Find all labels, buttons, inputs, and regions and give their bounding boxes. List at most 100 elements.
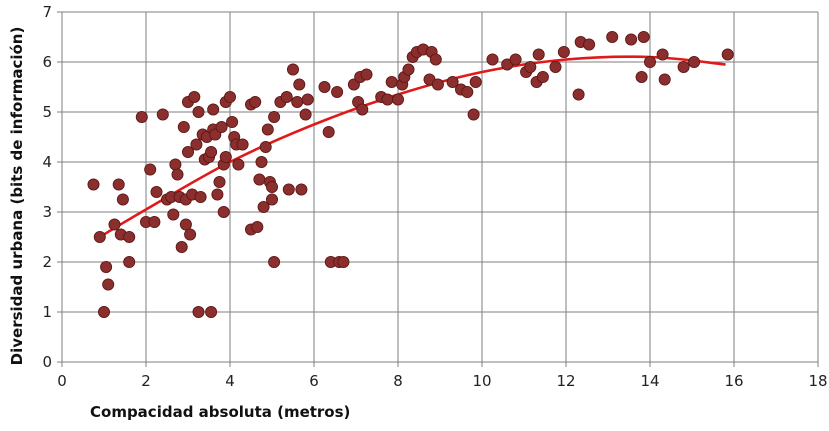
x-tick-labels: 0 2 4 6 8 10 12 14 16 18 [57,372,827,390]
data-point-118 [536,71,549,84]
data-point-8 [116,193,129,206]
data-point-119 [549,61,562,74]
data-point-70 [268,111,281,124]
data-point-64 [257,200,270,213]
data-point-108 [461,86,474,99]
data-point-63 [255,155,268,168]
data-point-80 [301,93,314,106]
data-point-84 [331,86,344,99]
data-point-132 [688,56,701,69]
x-tick-label-3: 6 [309,372,319,390]
data-point-25 [179,218,192,231]
data-point-21 [171,168,184,181]
data-points [87,30,734,318]
data-point-53 [226,116,239,129]
data-point-62 [253,173,266,186]
data-point-41 [205,305,218,318]
data-point-128 [644,56,657,69]
y-axis-label: Diversidad urbana (bits de información) [8,27,26,366]
data-point-76 [291,96,304,109]
data-point-47 [215,121,228,134]
data-point-40 [205,145,218,158]
data-point-115 [524,61,537,74]
y-tick-labels: 0 1 2 3 4 5 6 7 [42,3,52,371]
y-tick-label-1: 1 [42,303,52,321]
x-tick-label-4: 8 [393,372,403,390]
data-point-106 [446,76,459,89]
data-point-45 [211,188,224,201]
data-point-105 [431,78,444,91]
data-point-24 [177,121,190,134]
data-point-19 [167,208,180,221]
data-point-34 [192,305,205,318]
y-tick-label-0: 0 [42,353,52,371]
data-point-11 [135,111,148,124]
data-point-117 [532,48,545,61]
data-point-111 [486,53,499,66]
data-point-14 [148,215,161,228]
data-point-68 [265,193,278,206]
data-point-77 [293,78,306,91]
data-point-75 [286,63,299,76]
x-tick-label-9: 18 [808,372,827,390]
data-point-124 [606,30,619,43]
data-point-121 [572,88,585,101]
data-point-125 [625,33,638,46]
data-point-32 [190,138,203,151]
data-point-69 [265,180,278,193]
data-point-10 [123,255,136,268]
data-point-9 [123,230,136,243]
data-point-74 [282,183,295,196]
data-point-42 [207,103,220,116]
data-point-71 [268,255,281,268]
data-point-82 [322,126,335,139]
data-point-73 [280,91,293,104]
data-point-126 [635,71,648,84]
data-point-15 [150,185,163,198]
y-tick-label-2: 2 [42,253,52,271]
y-tick-label-6: 6 [42,53,52,71]
y-tick-label-5: 5 [42,103,52,121]
data-point-29 [184,228,197,241]
data-point-110 [469,76,482,89]
data-point-130 [658,73,671,86]
data-point-123 [583,38,596,51]
data-point-127 [637,30,650,43]
data-point-90 [356,103,369,116]
data-point-120 [557,46,570,59]
axes [57,11,819,367]
data-point-131 [677,61,690,74]
data-point-78 [295,183,308,196]
y-tick-label-7: 7 [42,3,52,21]
data-point-93 [381,93,394,106]
x-tick-label-5: 10 [472,372,491,390]
data-point-6 [112,178,125,191]
x-tick-label-0: 0 [57,372,67,390]
x-tick-label-8: 16 [724,372,743,390]
data-point-0 [87,178,100,191]
x-tick-label-1: 2 [141,372,151,390]
grid [61,11,819,363]
data-point-20 [169,158,182,171]
data-point-1 [93,230,106,243]
x-tick-label-6: 12 [556,372,575,390]
data-point-79 [299,108,312,121]
data-point-16 [156,108,169,121]
data-point-57 [236,138,249,151]
data-point-46 [213,175,226,188]
data-point-61 [251,220,264,233]
data-point-91 [360,68,373,81]
data-point-109 [467,108,480,121]
data-point-23 [175,240,188,253]
data-point-94 [385,76,398,89]
x-tick-label-7: 14 [640,372,659,390]
data-point-5 [108,218,121,231]
data-point-49 [217,205,230,218]
data-point-95 [391,93,404,106]
data-point-35 [194,190,207,203]
data-point-52 [223,91,236,104]
y-tick-label-3: 3 [42,203,52,221]
data-point-50 [219,150,232,163]
data-point-133 [721,48,734,61]
